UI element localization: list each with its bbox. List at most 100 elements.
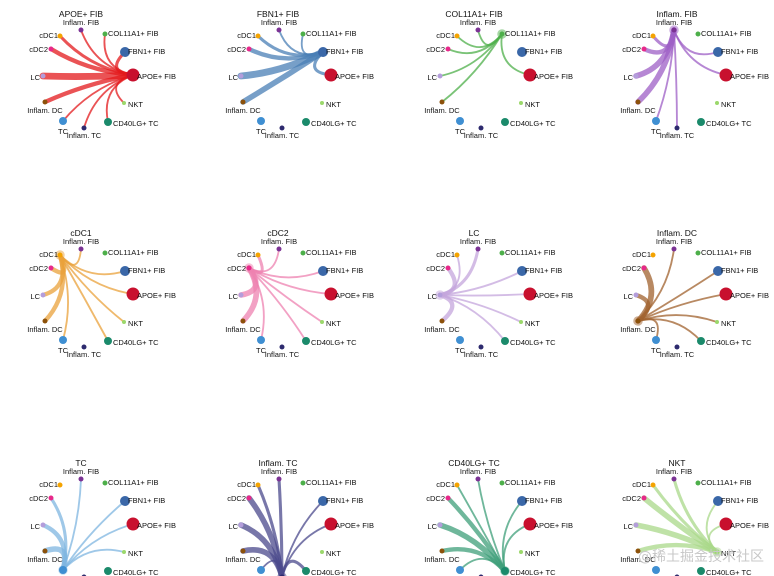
node-lc — [633, 292, 639, 298]
node-label: cDC2 — [227, 494, 246, 503]
node-apoe_fib — [719, 68, 733, 82]
node-label: CD40LG+ TC — [706, 338, 752, 347]
panel-lc: LC APOE+ FIB FBN1+ FIB COL11A1+ FIB Inflam. … — [424, 228, 573, 359]
node-label: TC — [256, 346, 267, 355]
edge-cdc1-to-nkt — [59, 254, 125, 323]
node-label: COL11A1+ FIB — [701, 248, 752, 257]
node-cd40lg_tc — [501, 567, 509, 575]
node-col11a1_fib — [695, 31, 701, 37]
node-lc — [40, 73, 46, 79]
node-label: cDC2 — [29, 494, 48, 503]
node-label: FBN1+ FIB — [721, 496, 758, 505]
edge-tc-to-inflam_fib — [62, 478, 82, 571]
node-fbn1_fib — [318, 496, 328, 506]
node-label: CD40LG+ TC — [311, 338, 357, 347]
node-tc — [59, 336, 67, 344]
node-label: CD40LG+ TC — [510, 338, 556, 347]
node-label: cDC2 — [29, 45, 48, 54]
panel-title: CD40LG+ TC — [448, 458, 500, 468]
node-nkt — [715, 320, 719, 324]
node-label: CD40LG+ TC — [311, 119, 357, 128]
node-label: cDC1 — [39, 250, 58, 259]
node-lc — [633, 522, 639, 528]
node-fbn1_fib — [120, 266, 130, 276]
node-inflam_dc — [439, 99, 445, 105]
node-label: COL11A1+ FIB — [108, 248, 159, 257]
node-cdc2 — [445, 495, 451, 501]
node-label: NKT — [721, 549, 736, 558]
node-label: COL11A1+ FIB — [108, 29, 159, 38]
node-label: CD40LG+ TC — [510, 568, 556, 576]
node-fbn1_fib — [120, 496, 130, 506]
node-inflam_fib — [276, 476, 282, 482]
node-label: Inflam. FIB — [460, 467, 496, 476]
panel-cd40lg-tc: CD40LG+ TC APOE+ FIB FBN1+ FIB COL11A1+ FIB… — [424, 458, 573, 576]
node-label: LC — [228, 522, 238, 531]
node-cd40lg_tc — [697, 337, 705, 345]
node-cdc2 — [445, 265, 451, 271]
node-fbn1_fib — [713, 47, 723, 57]
panel-title: COL11A1+ FIB — [445, 9, 503, 19]
node-label: LC — [623, 522, 633, 531]
node-cdc1 — [454, 482, 460, 488]
node-label: CD40LG+ TC — [706, 568, 752, 576]
panel-cdc1: cDC1 APOE+ FIB FBN1+ FIB COL11A1+ FIB Inflam… — [27, 228, 176, 359]
node-label: NKT — [128, 319, 143, 328]
edge-cd40lg_tc-to-apoe_fib — [502, 523, 531, 572]
node-label: CD40LG+ TC — [113, 119, 159, 128]
node-label: FBN1+ FIB — [128, 47, 165, 56]
node-label: COL11A1+ FIB — [306, 478, 357, 487]
node-label: Inflam. DC — [620, 325, 656, 334]
node-nkt — [715, 101, 719, 105]
node-inflam_tc — [279, 344, 285, 350]
node-label: Inflam. TC — [67, 350, 102, 359]
node-label: COL11A1+ FIB — [108, 478, 159, 487]
edge-cdc1-to-apoe_fib — [59, 254, 134, 295]
node-label: CD40LG+ TC — [706, 119, 752, 128]
node-label: NKT — [128, 549, 143, 558]
node-apoe_fib — [126, 287, 140, 301]
node-label: cDC2 — [426, 264, 445, 273]
node-label: Inflam. DC — [225, 106, 261, 115]
node-apoe_fib — [523, 287, 537, 301]
node-label: cDC1 — [39, 31, 58, 40]
edge-cd40lg_tc-to-inflam_fib — [477, 478, 506, 572]
edge-lc-to-cd40lg_tc — [439, 294, 506, 342]
node-inflam_fib — [78, 27, 84, 33]
node-label: APOE+ FIB — [335, 521, 374, 530]
node-cdc1 — [255, 482, 261, 488]
panel-tc: TC APOE+ FIB FBN1+ FIB COL11A1+ FIB Inflam. … — [27, 458, 176, 576]
edge-lc-to-nkt — [439, 294, 522, 323]
node-col11a1_fib — [499, 480, 505, 486]
panel-title: cDC1 — [70, 228, 92, 238]
node-cdc1 — [650, 252, 656, 258]
node-label: LC — [623, 73, 633, 82]
panel-cdc2: cDC2 APOE+ FIB FBN1+ FIB COL11A1+ FIB Inflam… — [225, 228, 374, 359]
node-label: APOE+ FIB — [137, 72, 176, 81]
node-inflam_fib — [78, 246, 84, 252]
node-lc — [40, 522, 46, 528]
node-label: TC — [455, 127, 466, 136]
node-label: Inflam. FIB — [460, 18, 496, 27]
node-fbn1_fib — [318, 266, 328, 276]
panel-title: TC — [75, 458, 86, 468]
node-inflam_dc — [240, 318, 246, 324]
node-apoe_fib — [523, 517, 537, 531]
node-label: APOE+ FIB — [335, 291, 374, 300]
node-label: cDC1 — [436, 31, 455, 40]
edge-fbn1_fib-to-cdc1 — [256, 34, 325, 57]
node-label: LC — [427, 292, 437, 301]
node-inflam_dc — [439, 548, 445, 554]
node-col11a1_fib — [300, 31, 306, 37]
node-cdc1 — [57, 33, 63, 39]
node-label: APOE+ FIB — [534, 72, 573, 81]
node-label: Inflam. FIB — [261, 237, 297, 246]
edge-col11a1_fib-to-inflam_dc — [441, 33, 503, 103]
node-tc — [59, 566, 67, 574]
node-label: cDC1 — [436, 250, 455, 259]
node-label: FBN1+ FIB — [525, 47, 562, 56]
edge-cdc2-to-apoe_fib — [248, 267, 332, 295]
edge-fbn1_fib-to-inflam_dc — [240, 49, 326, 105]
node-inflam_fib — [671, 476, 677, 482]
self-loop — [244, 263, 254, 273]
